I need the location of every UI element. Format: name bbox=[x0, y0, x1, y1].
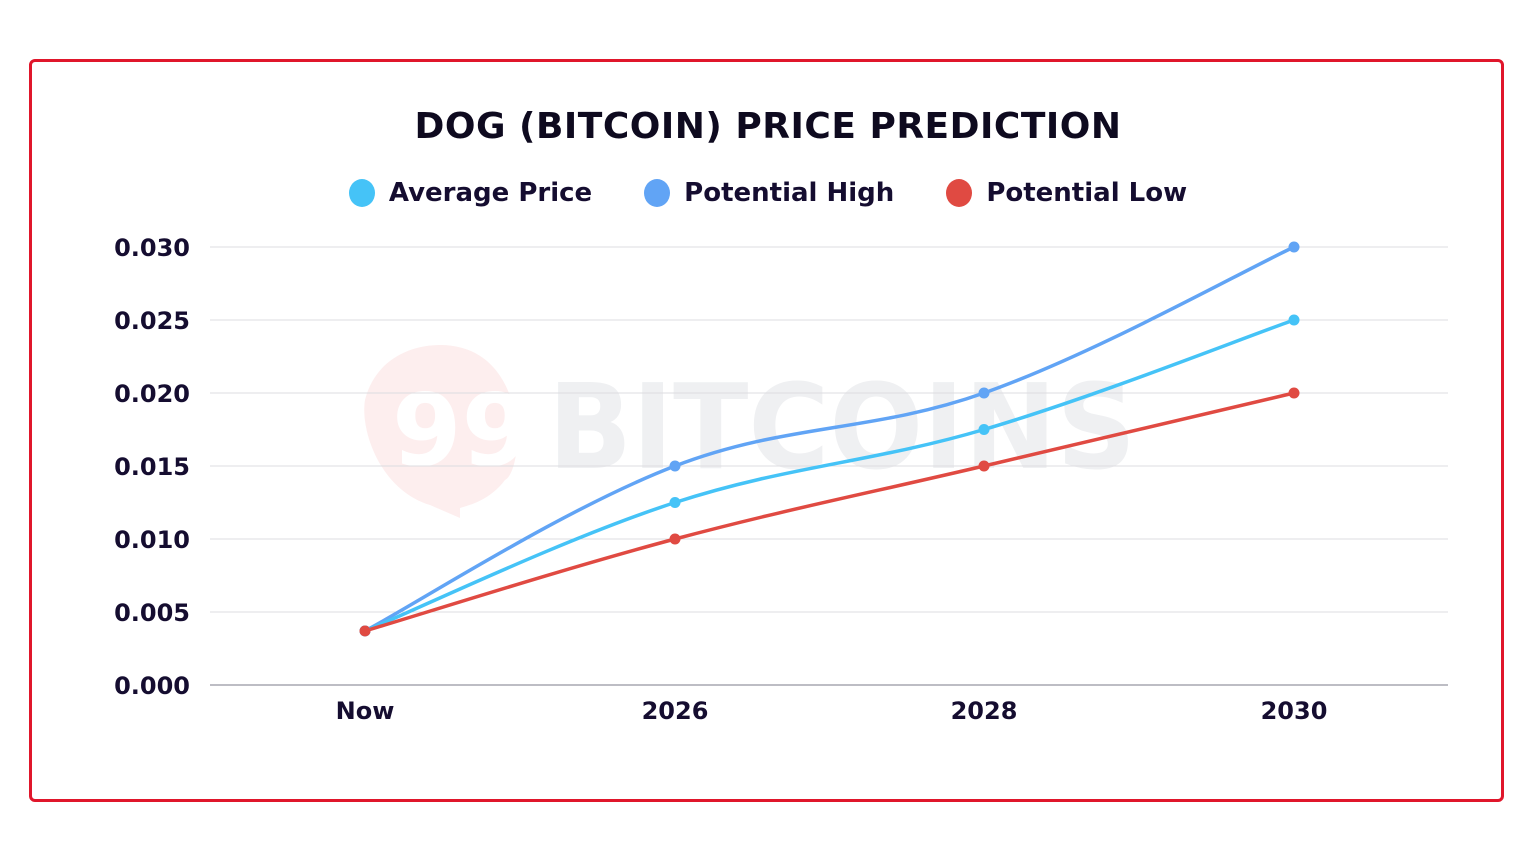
data-point bbox=[1288, 387, 1300, 399]
data-point bbox=[359, 625, 371, 637]
legend-marker bbox=[348, 179, 375, 207]
data-point bbox=[669, 460, 681, 472]
y-tick-label: 0.005 bbox=[114, 599, 190, 627]
legend-item-potential-high: Potential High bbox=[644, 178, 894, 208]
legend-item-average-price: Average Price bbox=[348, 178, 593, 208]
data-point bbox=[1288, 241, 1300, 253]
legend-item-potential-low: Potential Low bbox=[946, 178, 1187, 208]
y-tick-label: 0.000 bbox=[114, 672, 190, 700]
y-tick-label: 0.025 bbox=[114, 307, 190, 335]
data-point bbox=[669, 533, 681, 545]
data-point bbox=[1288, 314, 1300, 326]
data-point bbox=[669, 497, 681, 508]
y-tick-label: 0.015 bbox=[114, 453, 190, 481]
legend-label: Average Price bbox=[388, 178, 593, 208]
series-line-potential-high bbox=[363, 245, 1296, 633]
svg-text:99: 99 bbox=[392, 372, 531, 489]
x-tick-label: 2026 bbox=[642, 697, 709, 725]
legend-marker bbox=[946, 179, 973, 207]
legend-label: Potential High bbox=[684, 178, 895, 208]
legend-marker bbox=[644, 179, 671, 207]
x-tick-label: Now bbox=[336, 697, 395, 725]
series-line-average-price bbox=[363, 318, 1296, 633]
series-line-potential-low bbox=[363, 391, 1296, 633]
x-tick-label: 2028 bbox=[951, 697, 1018, 725]
data-point bbox=[978, 460, 990, 472]
y-tick-label: 0.010 bbox=[114, 526, 190, 554]
legend: Average Price Potential High Potential L… bbox=[0, 178, 1536, 208]
watermark-logo: 99 BITCOINS bbox=[364, 345, 1136, 518]
chart-title: DOG (BITCOIN) PRICE PREDICTION bbox=[414, 106, 1122, 147]
x-tick-label: 2030 bbox=[1261, 697, 1328, 725]
data-point bbox=[978, 424, 990, 435]
y-tick-label: 0.020 bbox=[114, 380, 190, 408]
chart-frame bbox=[29, 59, 1504, 802]
y-tick-label: 0.030 bbox=[114, 234, 190, 262]
data-point bbox=[978, 387, 990, 399]
legend-label: Potential Low bbox=[986, 178, 1188, 208]
